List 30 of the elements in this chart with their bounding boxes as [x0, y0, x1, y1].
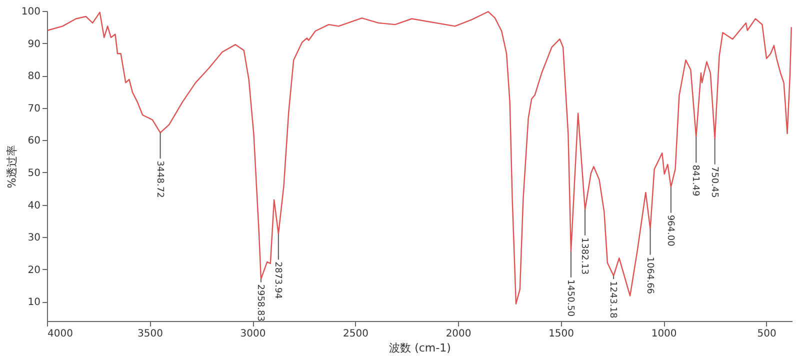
y-tick-label: 70	[28, 103, 40, 114]
annotation: 1064.66	[644, 256, 654, 294]
x-tick-label: 1000	[651, 328, 677, 340]
y-axis-title: %透过率	[5, 144, 18, 188]
x-tick-label: 2000	[446, 328, 472, 340]
y-tick-label: 10	[28, 297, 40, 308]
x-tick-label: 500	[757, 328, 776, 340]
annotation: 964.00	[664, 214, 675, 247]
y-tick-label: 100	[21, 6, 40, 18]
annotation: 2958.83	[254, 284, 265, 322]
y-tick-label: 80	[28, 71, 40, 82]
x-axis-title: 波数 (cm-1)	[389, 342, 451, 354]
x-tick-label: 3000	[240, 328, 266, 340]
annotation: 3448.72	[154, 160, 164, 198]
y-tick-label: 90	[28, 38, 40, 50]
x-tick-label: 3500	[138, 328, 163, 340]
x-tick-label: 4000	[48, 328, 73, 340]
annotation: 2873.94	[272, 262, 282, 300]
y-tick-label: 50	[28, 168, 40, 179]
annotation: 1382.13	[579, 237, 590, 275]
y-tick-label: 60	[28, 136, 40, 147]
annotation: 841.49	[690, 164, 700, 197]
annotation: 1243.18	[608, 281, 618, 319]
y-tick-label: 20	[28, 264, 40, 276]
x-tick-label: 2500	[343, 328, 368, 340]
y-tick-label: 40	[28, 200, 40, 212]
annotation: 750.45	[708, 166, 719, 198]
y-tick-label: 30	[28, 232, 40, 244]
x-tick-label: 1500	[548, 328, 574, 340]
annotation: 1450.50	[564, 279, 575, 317]
